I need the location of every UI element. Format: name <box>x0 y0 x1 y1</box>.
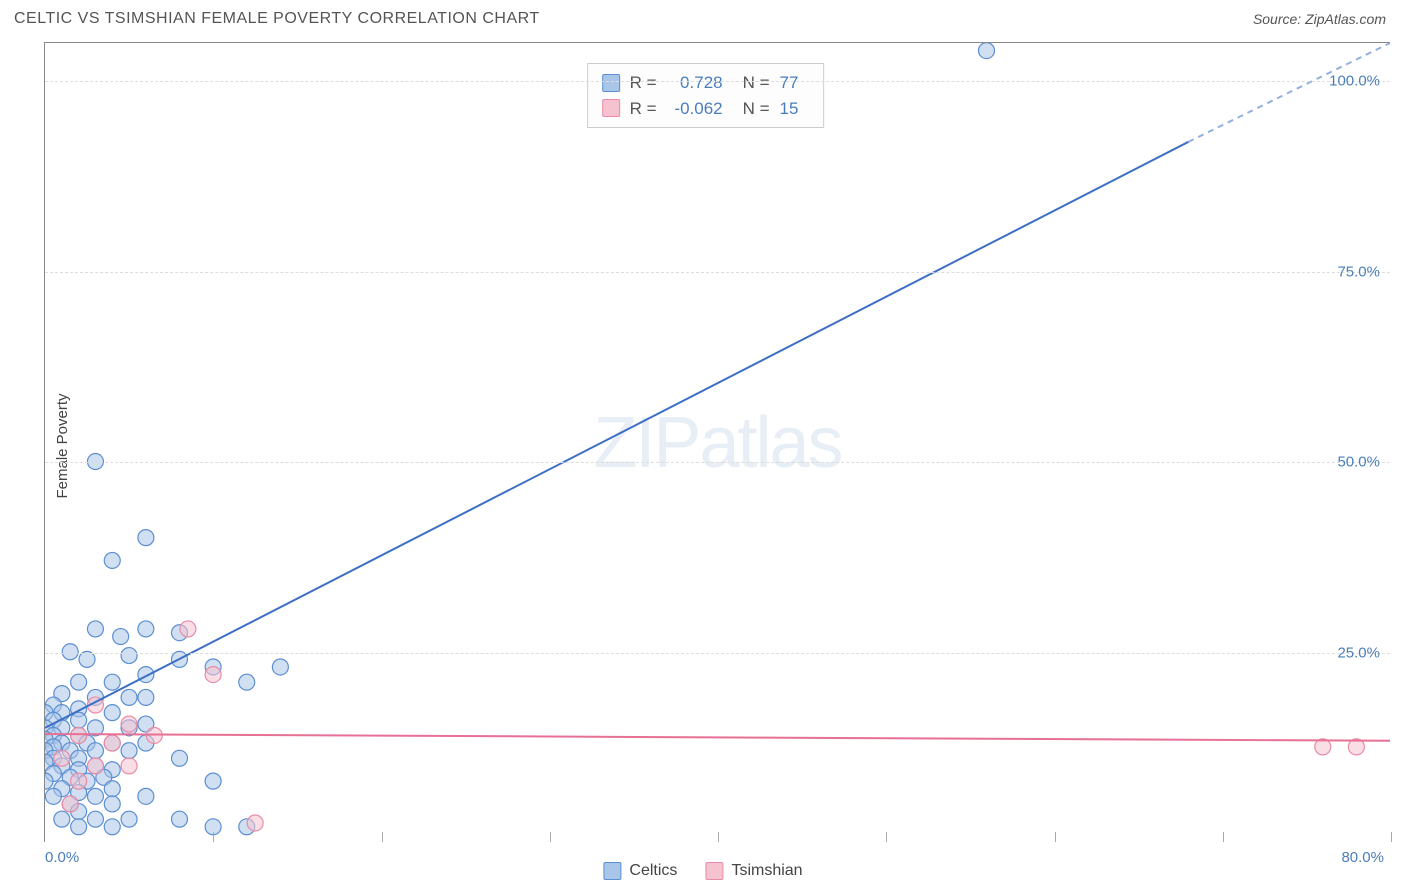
tsimshian-r-value: -0.062 <box>667 96 723 122</box>
legend-stats-row-tsimshian: R = -0.062 N = 15 <box>602 96 810 122</box>
y-tick-label: 100.0% <box>1329 73 1380 90</box>
source-attribution: Source: ZipAtlas.com <box>1253 11 1386 27</box>
gridline-h <box>45 272 1390 273</box>
y-tick-label: 25.0% <box>1337 644 1380 661</box>
swatch-celtics-2 <box>603 862 621 880</box>
x-tick-mark <box>1223 832 1224 842</box>
celtics-n-value: 77 <box>780 70 810 96</box>
n-label: N = <box>743 96 770 122</box>
x-tick-mark <box>382 832 383 842</box>
legend-item-tsimshian: Tsimshian <box>705 862 802 880</box>
legend-label-tsimshian: Tsimshian <box>731 862 802 880</box>
x-tick-mark <box>718 832 719 842</box>
legend-stats-box: R = 0.728 N = 77 R = -0.062 N = 15 <box>587 63 825 128</box>
watermark: ZIPatlas <box>593 402 841 484</box>
legend-item-celtics: Celtics <box>603 862 677 880</box>
celtics-r-value: 0.728 <box>667 70 723 96</box>
swatch-tsimshian-2 <box>705 862 723 880</box>
x-tick-mark <box>1391 832 1392 842</box>
legend-stats-row-celtics: R = 0.728 N = 77 <box>602 70 810 96</box>
swatch-celtics <box>602 74 620 92</box>
x-tick-mark <box>550 832 551 842</box>
x-tick-label: 0.0% <box>45 849 79 866</box>
r-label: R = <box>630 70 657 96</box>
chart-plot-area: ZIPatlas R = 0.728 N = 77 R = -0.062 N =… <box>44 42 1390 842</box>
bottom-legend: Celtics Tsimshian <box>603 862 802 880</box>
r-label: R = <box>630 96 657 122</box>
x-tick-mark <box>1055 832 1056 842</box>
gridline-h <box>45 653 1390 654</box>
gridline-h <box>45 81 1390 82</box>
y-tick-label: 75.0% <box>1337 263 1380 280</box>
x-tick-label: 80.0% <box>1341 849 1384 866</box>
legend-label-celtics: Celtics <box>629 862 677 880</box>
chart-title: CELTIC VS TSIMSHIAN FEMALE POVERTY CORRE… <box>14 10 540 28</box>
n-label: N = <box>743 70 770 96</box>
swatch-tsimshian <box>602 99 620 117</box>
y-tick-label: 50.0% <box>1337 454 1380 471</box>
x-tick-mark <box>213 832 214 842</box>
tsimshian-n-value: 15 <box>780 96 810 122</box>
chart-svg <box>45 43 1390 842</box>
x-tick-mark <box>886 832 887 842</box>
gridline-h <box>45 462 1390 463</box>
